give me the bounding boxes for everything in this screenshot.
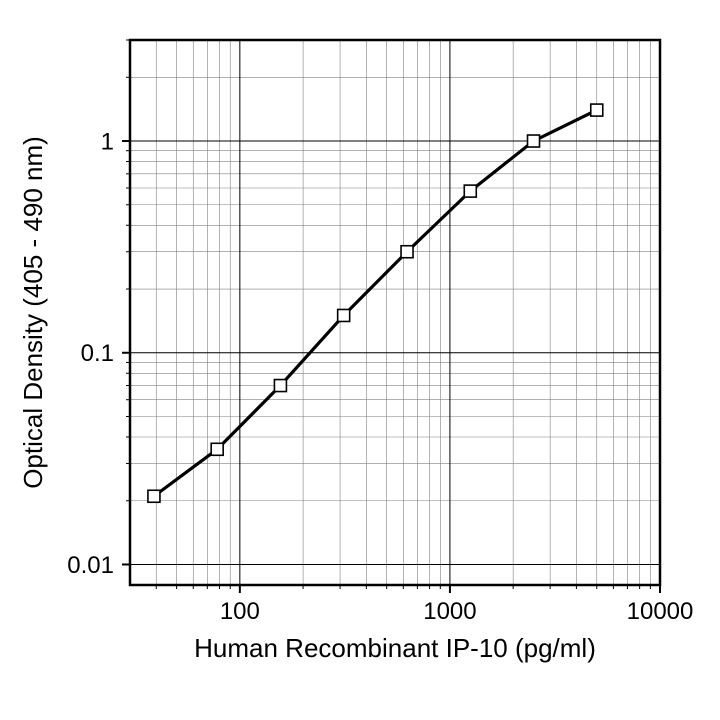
- x-axis-label: Human Recombinant IP-10 (pg/ml): [194, 633, 596, 663]
- x-tick-label: 100: [220, 598, 260, 625]
- data-marker: [528, 135, 540, 147]
- data-marker: [591, 104, 603, 116]
- y-tick-label: 1: [101, 128, 114, 155]
- elisa-standard-curve-chart: 100 1000 10000 0.01 0.1 1 Human Recombinant IP…: [0, 0, 720, 720]
- data-marker: [274, 380, 286, 392]
- data-marker: [148, 490, 160, 502]
- x-tick-label: 1000: [423, 598, 476, 625]
- data-marker: [338, 309, 350, 321]
- chart-container: { "chart": { "type": "line", "xlabel": "…: [0, 0, 720, 720]
- data-marker: [211, 443, 223, 455]
- y-axis-label: Optical Density (405 - 490 nm): [18, 136, 48, 489]
- data-marker: [464, 185, 476, 197]
- data-marker: [401, 246, 413, 258]
- y-tick-label: 0.01: [67, 552, 114, 579]
- y-tick-label: 0.1: [81, 340, 114, 367]
- x-tick-label: 10000: [627, 598, 694, 625]
